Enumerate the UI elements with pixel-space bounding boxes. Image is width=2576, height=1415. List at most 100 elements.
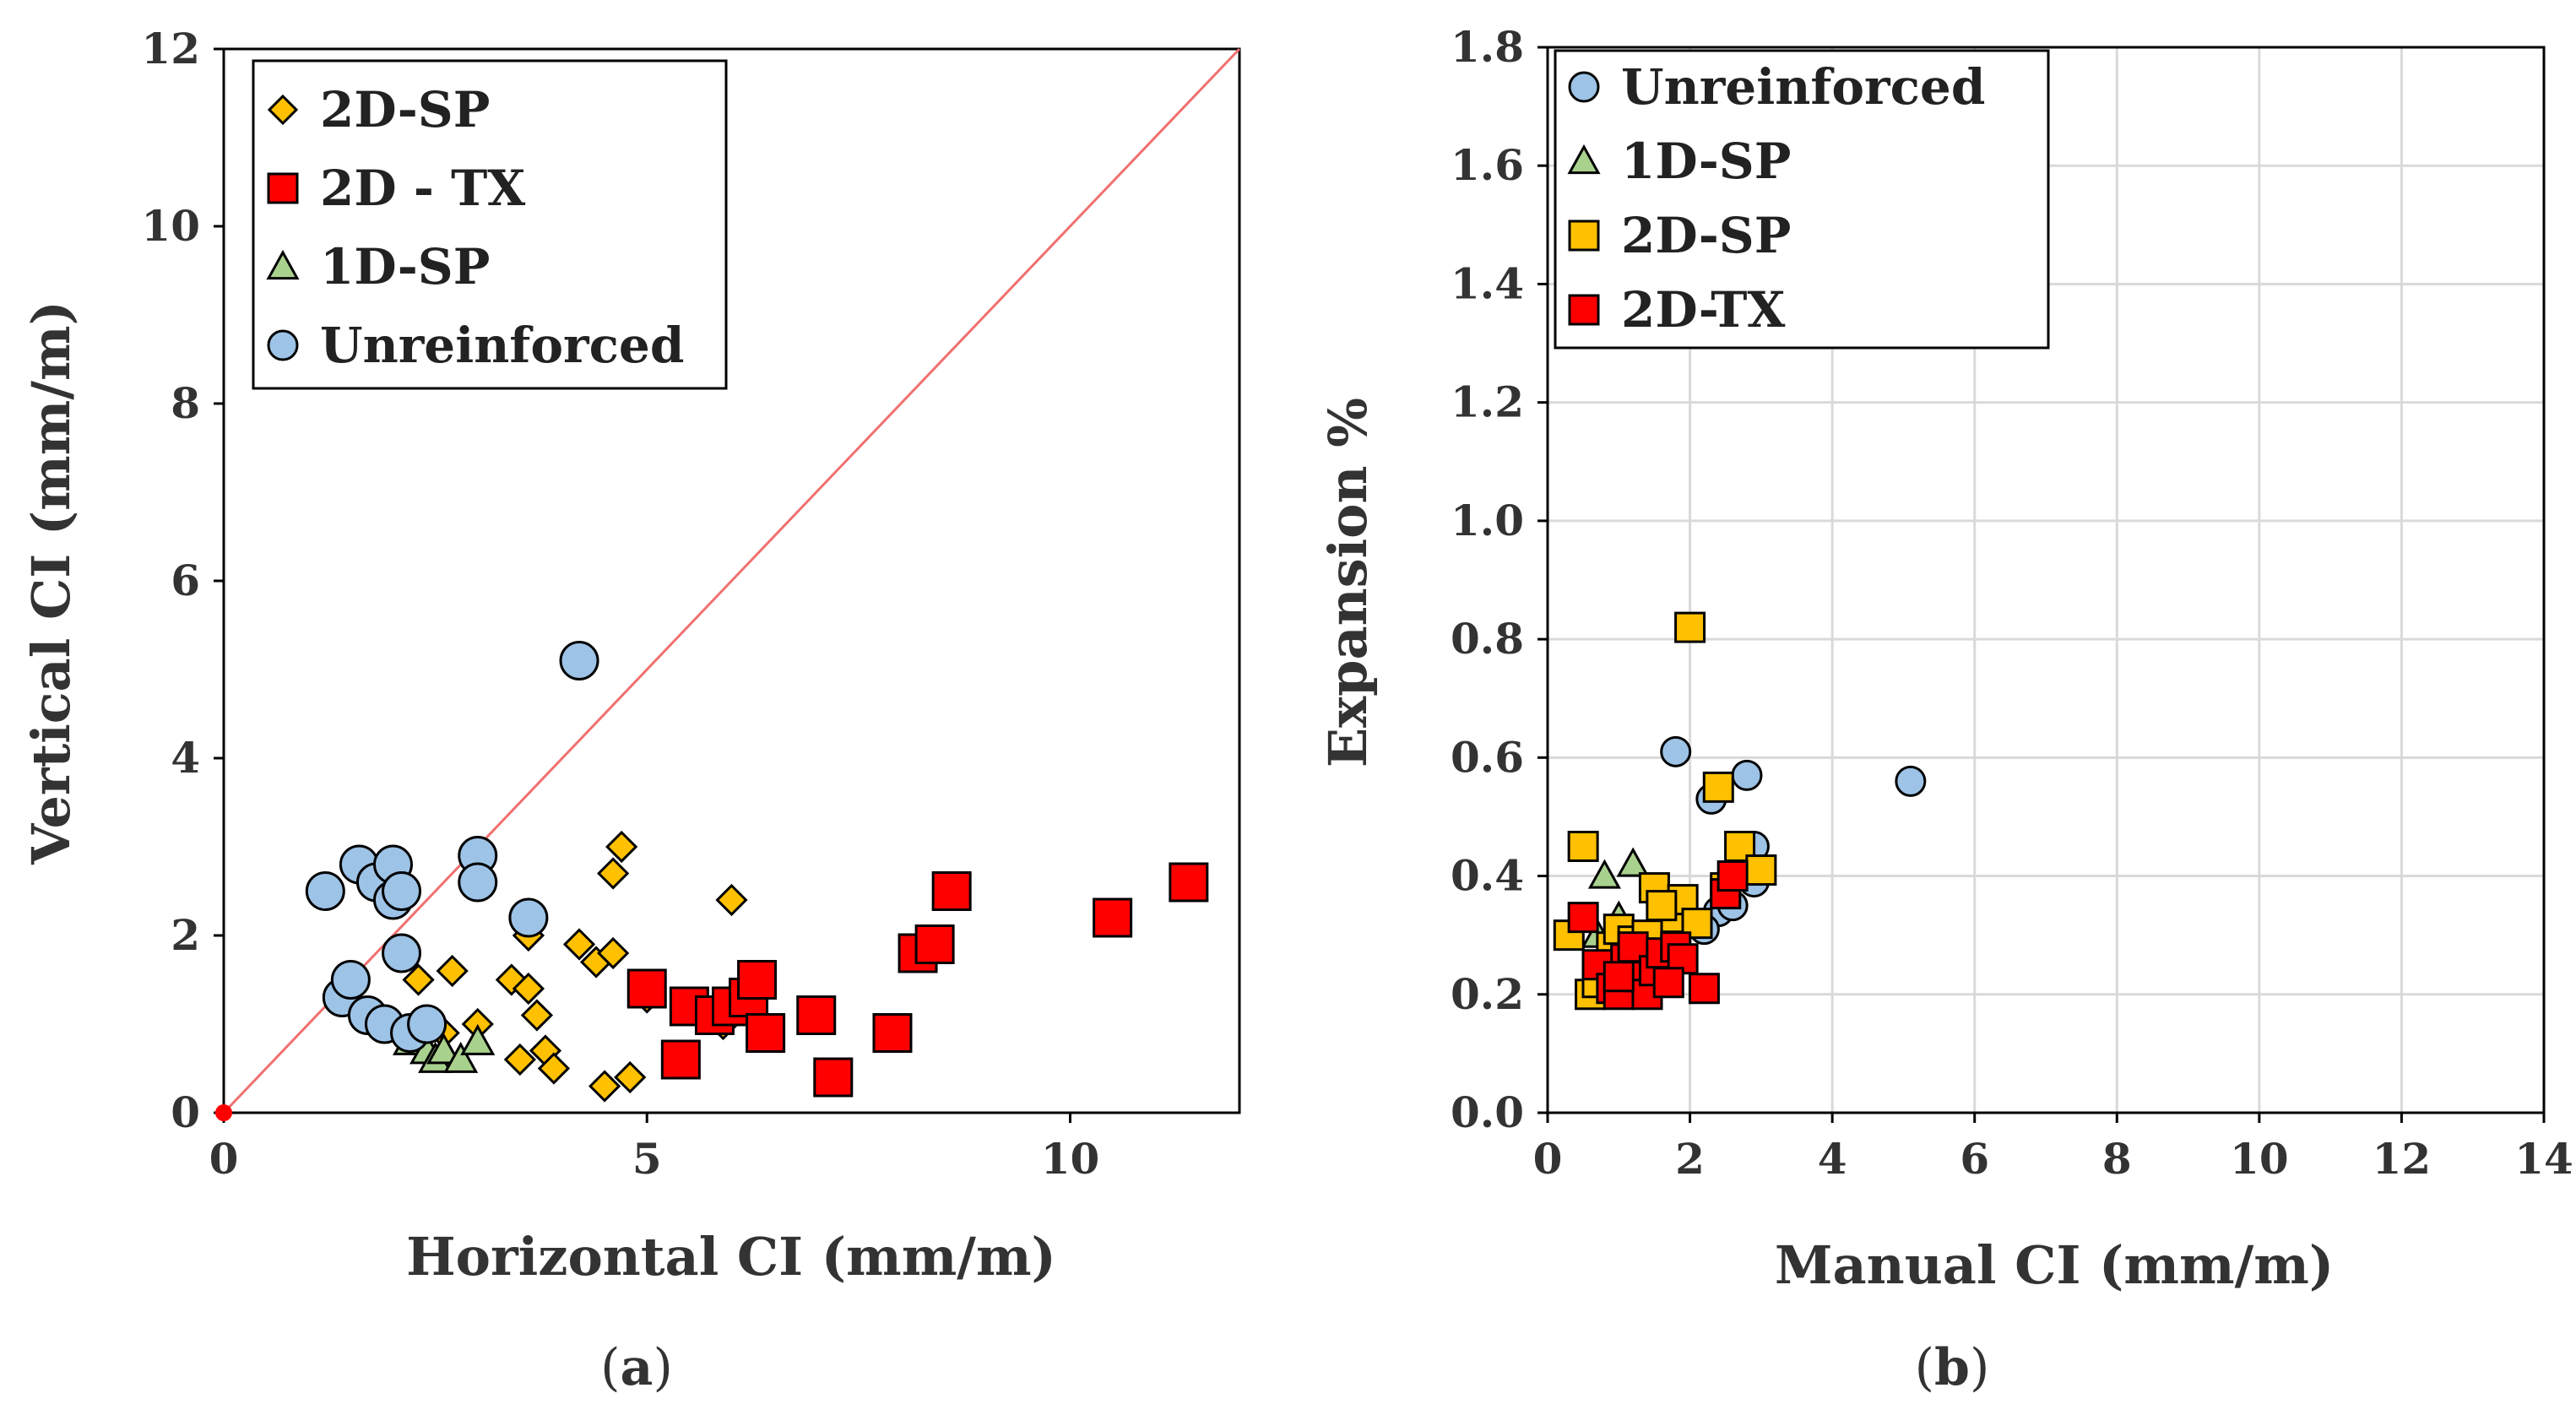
point-2d-sp-13 — [1702, 771, 1734, 803]
x-tick-label-4: 4 — [1818, 1134, 1847, 1184]
point-2d-tx-6 — [737, 960, 778, 1000]
legend-item-unreinforced: Unreinforced — [1568, 58, 1985, 116]
point-2d-tx-15 — [1603, 961, 1635, 993]
point-unreinforced-9 — [382, 933, 422, 973]
ticks-b: 0 2 4 6 8 10 12 14 0.0 0.2 0.4 0.6 0.8 1.0 1.2 1.4 1.6 1.… — [1451, 22, 2573, 1184]
caption-b-open: ( — [1915, 1338, 1934, 1397]
legend-item-2d-tx: 2D-TX — [1568, 281, 1785, 339]
caption-b-letter: b — [1934, 1338, 1970, 1397]
legend-b: Unreinforced 1D-SP 2D-SP 2D-TX — [1554, 49, 2050, 350]
y-tick-label-12: 12 — [141, 24, 200, 73]
x-tick-label-14: 14 — [2514, 1134, 2573, 1184]
point-2d-tx-12 — [914, 924, 955, 964]
point-2d-tx-15 — [1169, 862, 1209, 903]
legend-item-1d-sp: 1D-SP — [1567, 133, 1791, 190]
y-tick-label-0-4: 0.4 — [1451, 851, 1524, 901]
y-tick-label-4: 4 — [171, 733, 200, 783]
point-1d-sp-3 — [426, 1033, 462, 1065]
point-2d-sp-11 — [588, 1070, 621, 1103]
point-2d-sp-11 — [1674, 611, 1706, 643]
point-2d-tx-0 — [626, 968, 667, 1009]
y-tick-label-1-6: 1.6 — [1451, 140, 1524, 190]
panel-b: 0 2 4 6 8 10 12 14 0.0 0.2 0.4 0.6 0.8 1.0 1.2 1.4 1.6 1.… — [1317, 22, 2573, 1397]
legend-marker-2d-tx — [1568, 294, 1600, 326]
y-tick-label-8: 8 — [171, 378, 200, 428]
legend-marker-unreinforced — [267, 329, 299, 361]
x-tick-label-2: 2 — [1675, 1134, 1705, 1184]
legend-item-2d-sp: 2D-SP — [1568, 207, 1791, 264]
point-2d-sp-9 — [562, 928, 596, 961]
point-unreinforced-7 — [1895, 765, 1927, 797]
point-2d-sp-0 — [402, 963, 435, 996]
point-unreinforced-12 — [407, 1004, 447, 1044]
point-2d-tx-1 — [660, 1039, 701, 1080]
point-unreinforced-15 — [508, 897, 549, 938]
point-2d-sp-7 — [520, 999, 554, 1032]
legend-box-b — [1554, 49, 2050, 350]
legend-item-2d-sp: 2D-SP — [267, 81, 490, 138]
point-2d-sp-16 — [1745, 854, 1777, 886]
point-unreinforced-16 — [559, 641, 599, 680]
x-tick-label-10: 10 — [2230, 1134, 2289, 1184]
point-2d-sp-5 — [503, 1043, 536, 1076]
legend-label-1d-sp: 1D-SP — [320, 238, 490, 295]
point-2d-tx-8 — [796, 995, 837, 1035]
panel-a: 0 5 10 0 2 4 6 8 10 12 2D-SP 2D - TX 1D-SP Unreinfor… — [20, 24, 1241, 1397]
caption-a-close: ) — [653, 1338, 672, 1397]
point-2d-tx-14 — [1716, 860, 1749, 892]
x-tick-label-8: 8 — [2102, 1134, 2132, 1184]
y-tick-label-1-8: 1.8 — [1451, 22, 1524, 72]
point-2d-sp-19 — [512, 972, 545, 1006]
point-2d-sp-18 — [715, 883, 748, 917]
y-tick-label-1: 1.0 — [1451, 496, 1524, 545]
x-axis-label-a: Horizontal CI (mm/m) — [406, 1226, 1056, 1288]
point-unreinforced-2 — [330, 960, 371, 1000]
x-tick-label-5: 5 — [632, 1134, 662, 1184]
legend-item-unreinforced: Unreinforced — [267, 317, 684, 374]
reference-origin-point — [215, 1104, 232, 1121]
legend-label-2d-sp: 2D-SP — [1621, 207, 1791, 264]
point-2d-tx-9 — [813, 1057, 854, 1098]
caption-a: (a) — [600, 1338, 673, 1397]
x-axis-label-b: Manual CI (mm/m) — [1775, 1234, 2334, 1296]
y-axis-label-b: Expansion % — [1317, 398, 1379, 767]
y-tick-label-0-8: 0.8 — [1451, 614, 1524, 664]
y-tick-label-10: 10 — [141, 201, 200, 251]
point-2d-sp-20 — [537, 1052, 571, 1085]
legend-label-unreinforced: Unreinforced — [320, 317, 684, 374]
point-2d-sp-1 — [1567, 831, 1599, 862]
legend-marker-2d-tx — [267, 172, 299, 204]
legend-label-2d-tx: 2D-TX — [1621, 281, 1785, 339]
legend-marker-2d-sp — [1568, 220, 1600, 252]
legend-label-2d-sp: 2D-SP — [320, 81, 490, 138]
y-tick-label-0: 0 — [171, 1087, 200, 1137]
series-unreinforced — [305, 641, 599, 1053]
point-unreinforced-4 — [1731, 759, 1763, 791]
point-1d-sp-0 — [1587, 859, 1621, 889]
legend-marker-1d-sp — [1567, 144, 1601, 175]
points-b — [1553, 611, 1927, 1011]
legend-marker-2d-sp — [267, 94, 299, 126]
point-unreinforced-14 — [458, 862, 498, 903]
plot-frame-b — [1546, 46, 2546, 1114]
legend-label-1d-sp: 1D-SP — [1621, 133, 1791, 190]
point-2d-sp-2 — [436, 954, 469, 988]
x-tick-label-0: 0 — [1533, 1134, 1563, 1184]
point-2d-sp-15 — [614, 1060, 647, 1094]
point-2d-tx-12 — [1688, 973, 1720, 1005]
y-axis-label-a: Vertical CI (mm/m) — [20, 301, 82, 865]
point-1d-sp-5 — [460, 1023, 496, 1055]
point-1d-sp-4 — [443, 1041, 479, 1073]
point-2d-sp-13 — [597, 857, 630, 890]
y-tick-label-0-2: 0.2 — [1451, 969, 1524, 1019]
point-2d-tx-14 — [1093, 897, 1133, 938]
y-tick-label-6: 6 — [171, 556, 200, 605]
legend-a: 2D-SP 2D - TX 1D-SP Unreinforced — [252, 59, 728, 390]
legend-box-a — [252, 59, 728, 390]
legend-label-unreinforced: Unreinforced — [1621, 58, 1985, 116]
x-tick-label-12: 12 — [2373, 1134, 2432, 1184]
x-tick-label-0: 0 — [209, 1134, 239, 1184]
series-2d-tx — [626, 862, 1209, 1098]
point-2d-tx-13 — [931, 871, 972, 911]
